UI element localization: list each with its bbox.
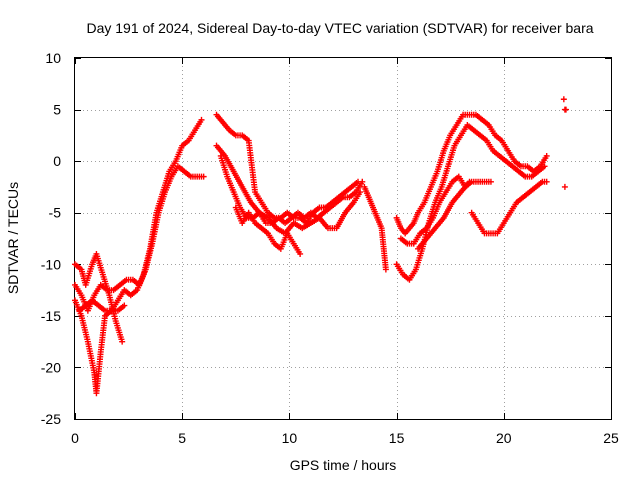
data-point bbox=[198, 116, 205, 123]
y-tick-label: 10 bbox=[45, 50, 61, 66]
data-point bbox=[560, 96, 567, 103]
data-points bbox=[72, 96, 569, 397]
y-tick-label: 5 bbox=[53, 102, 61, 118]
data-point bbox=[382, 266, 389, 273]
y-tick-label: -25 bbox=[41, 411, 61, 427]
data-point bbox=[487, 178, 494, 185]
y-axis-tick-labels: -25 -20 -15 -10 -5 0 5 10 bbox=[41, 50, 61, 427]
grid-lines bbox=[75, 58, 611, 419]
x-tick-label: 10 bbox=[282, 430, 298, 446]
y-axis-label: SDTVAR / TECUs bbox=[5, 182, 21, 294]
axis-ticks bbox=[75, 58, 612, 420]
y-tick-label: -15 bbox=[41, 308, 61, 324]
data-point bbox=[200, 173, 207, 180]
data-point bbox=[119, 338, 126, 345]
chart-title: Day 191 of 2024, Sidereal Day-to-day VTE… bbox=[86, 20, 593, 36]
data-point bbox=[466, 178, 473, 185]
data-point bbox=[297, 250, 304, 257]
data-point bbox=[543, 178, 550, 185]
x-tick-label: 0 bbox=[71, 430, 79, 446]
y-tick-label: -10 bbox=[41, 256, 61, 272]
y-tick-label: -5 bbox=[49, 205, 62, 221]
data-point bbox=[541, 163, 548, 170]
y-tick-label: -20 bbox=[41, 359, 61, 375]
data-point bbox=[562, 106, 569, 113]
data-point bbox=[543, 152, 550, 159]
x-tick-label: 15 bbox=[389, 430, 405, 446]
data-point bbox=[359, 178, 366, 185]
data-point bbox=[561, 183, 568, 190]
x-tick-label: 25 bbox=[603, 430, 619, 446]
data-point bbox=[121, 302, 128, 309]
plot-frame bbox=[74, 57, 612, 420]
x-tick-label: 20 bbox=[496, 430, 512, 446]
x-axis-label: GPS time / hours bbox=[290, 457, 397, 473]
x-axis-tick-labels: 0 5 10 15 20 25 bbox=[71, 430, 619, 446]
x-tick-label: 5 bbox=[178, 430, 186, 446]
y-tick-label: 0 bbox=[53, 153, 61, 169]
